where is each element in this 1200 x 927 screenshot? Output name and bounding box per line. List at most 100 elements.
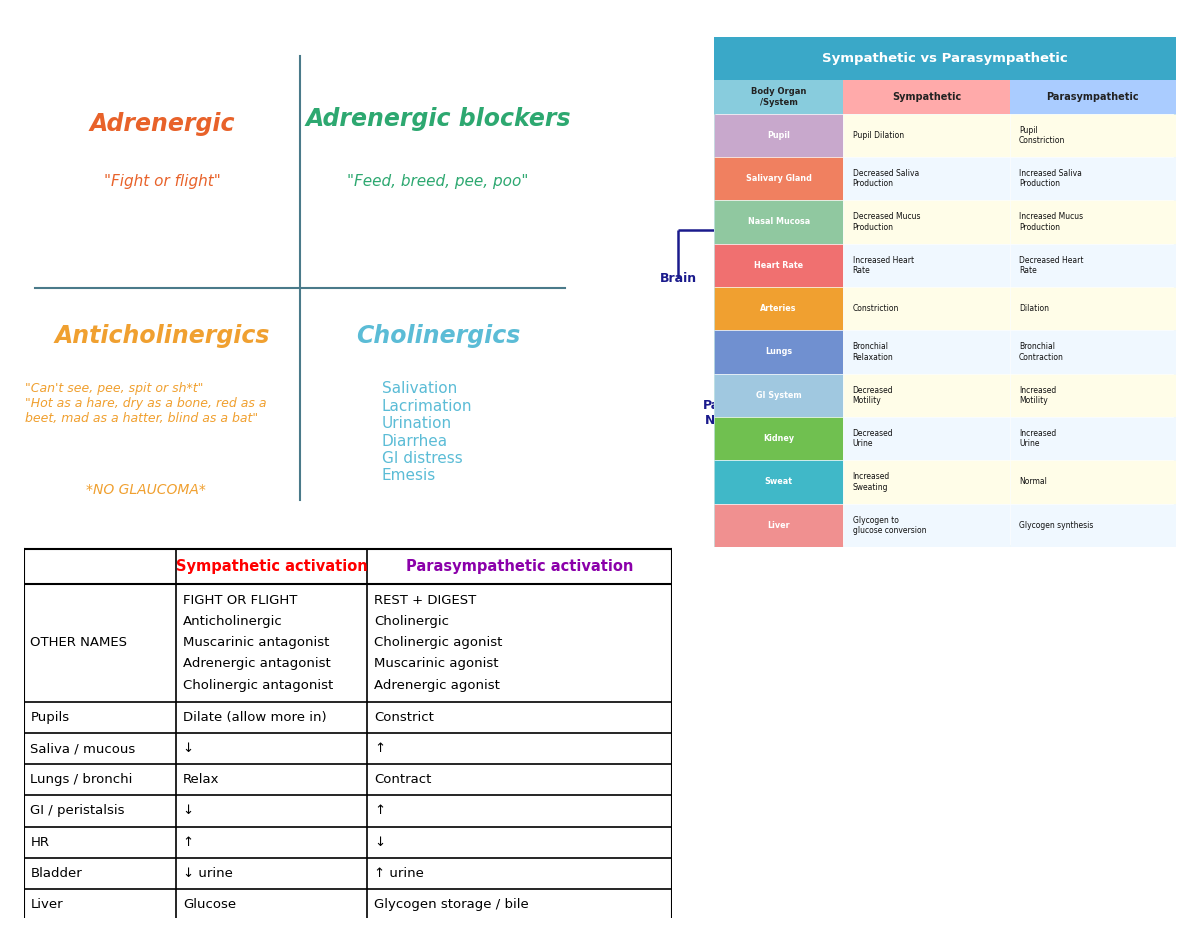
FancyBboxPatch shape: [1009, 114, 1176, 157]
Text: ↓: ↓: [182, 805, 194, 818]
Text: Sweat: Sweat: [764, 477, 793, 487]
Text: Cholinergics: Cholinergics: [356, 324, 520, 348]
FancyBboxPatch shape: [1009, 374, 1176, 417]
Text: Contract: Contract: [374, 773, 431, 786]
FancyBboxPatch shape: [1009, 157, 1176, 200]
Text: ↑: ↑: [374, 743, 385, 756]
Text: Anticholinergics: Anticholinergics: [54, 324, 270, 348]
Text: Bronchial
Contraction: Bronchial Contraction: [1019, 342, 1063, 362]
Text: Adrenergic blockers: Adrenergic blockers: [305, 107, 571, 131]
Text: REST + DIGEST: REST + DIGEST: [374, 593, 476, 606]
FancyBboxPatch shape: [1009, 244, 1176, 287]
Text: Glycogen synthesis: Glycogen synthesis: [1019, 521, 1093, 529]
Text: Cholinergic: Cholinergic: [374, 615, 449, 628]
Text: Dilation: Dilation: [1019, 304, 1049, 313]
Text: Liver: Liver: [30, 898, 64, 911]
Text: Salivation
Lacrimation
Urination
Diarrhea
GI distress
Emesis: Salivation Lacrimation Urination Diarrhe…: [382, 381, 473, 483]
FancyBboxPatch shape: [844, 330, 1009, 374]
FancyBboxPatch shape: [714, 200, 844, 244]
Text: Parasympathetic
Nervous System: Parasympathetic Nervous System: [703, 399, 821, 427]
Text: Nervous
System: Nervous System: [853, 81, 911, 109]
Text: *NO GLAUCOMA*: *NO GLAUCOMA*: [85, 483, 205, 497]
Text: Decreased Mucus
Production: Decreased Mucus Production: [852, 212, 920, 232]
FancyBboxPatch shape: [844, 417, 1009, 461]
Text: ↓: ↓: [374, 835, 385, 848]
FancyBboxPatch shape: [844, 200, 1009, 244]
FancyBboxPatch shape: [714, 287, 844, 330]
Text: Liver: Liver: [767, 521, 790, 529]
FancyBboxPatch shape: [1009, 417, 1176, 461]
Text: ↑ urine: ↑ urine: [374, 867, 424, 880]
Text: Pupil Dilation: Pupil Dilation: [852, 131, 904, 140]
Text: Muscarinic antagonist: Muscarinic antagonist: [182, 636, 329, 649]
FancyBboxPatch shape: [844, 503, 1009, 547]
Text: ↑: ↑: [182, 835, 194, 848]
FancyBboxPatch shape: [714, 330, 844, 374]
FancyBboxPatch shape: [714, 81, 844, 114]
FancyBboxPatch shape: [714, 503, 844, 547]
Text: Glycogen storage / bile: Glycogen storage / bile: [374, 898, 529, 911]
Text: Peripheral
Nervous
System: Peripheral Nervous System: [996, 160, 1068, 203]
Text: Normal: Normal: [1019, 477, 1046, 487]
FancyBboxPatch shape: [1009, 200, 1176, 244]
FancyBboxPatch shape: [1009, 287, 1176, 330]
Text: Bronchial
Relaxation: Bronchial Relaxation: [852, 342, 893, 362]
FancyBboxPatch shape: [844, 374, 1009, 417]
FancyBboxPatch shape: [1009, 461, 1176, 503]
Text: FIGHT OR FLIGHT: FIGHT OR FLIGHT: [182, 593, 298, 606]
FancyBboxPatch shape: [714, 461, 844, 503]
Text: Glucose: Glucose: [182, 898, 236, 911]
Text: HR: HR: [30, 835, 49, 848]
Text: Decreased
Urine: Decreased Urine: [852, 429, 893, 449]
Text: "Can't see, pee, spit or sh*t"
"Hot as a hare, dry as a bone, red as a
beet, mad: "Can't see, pee, spit or sh*t" "Hot as a…: [25, 382, 266, 425]
Text: Increased Saliva
Production: Increased Saliva Production: [1019, 169, 1081, 188]
Text: Parasympathetic: Parasympathetic: [1046, 92, 1139, 102]
FancyBboxPatch shape: [1009, 330, 1176, 374]
Text: Arteries: Arteries: [761, 304, 797, 313]
Text: Decreased Saliva
Production: Decreased Saliva Production: [852, 169, 919, 188]
Text: Decreased
Motility: Decreased Motility: [852, 386, 893, 405]
Text: Sympathetic
Nervous
System: Sympathetic Nervous System: [928, 391, 1016, 435]
FancyBboxPatch shape: [1009, 81, 1176, 114]
Text: OTHER NAMES: OTHER NAMES: [30, 637, 127, 650]
Text: Sympathetic activation: Sympathetic activation: [176, 559, 367, 574]
Text: Body Organ
/System: Body Organ /System: [751, 87, 806, 107]
FancyBboxPatch shape: [714, 374, 844, 417]
Text: Sympathetic: Sympathetic: [892, 92, 961, 102]
Text: Salivary Gland: Salivary Gland: [745, 174, 811, 183]
Text: Heart Rate: Heart Rate: [754, 260, 803, 270]
Text: Adrenergic antagonist: Adrenergic antagonist: [182, 657, 330, 670]
Text: Cholinergic antagonist: Cholinergic antagonist: [182, 679, 334, 692]
FancyBboxPatch shape: [714, 37, 1176, 81]
Text: Increased
Motility: Increased Motility: [1019, 386, 1056, 405]
Text: Somatic
Nervous
System: Somatic Nervous System: [1063, 257, 1121, 299]
Text: Dilate (allow more in): Dilate (allow more in): [182, 711, 326, 724]
Text: Nasal Mucosa: Nasal Mucosa: [748, 218, 810, 226]
Text: ↓: ↓: [182, 743, 194, 756]
FancyBboxPatch shape: [714, 157, 844, 200]
FancyBboxPatch shape: [844, 287, 1009, 330]
Text: Pupil
Constriction: Pupil Constriction: [1019, 125, 1066, 145]
Text: GI / peristalsis: GI / peristalsis: [30, 805, 125, 818]
Text: ↓ urine: ↓ urine: [182, 867, 233, 880]
Text: Increased
Sweating: Increased Sweating: [852, 472, 890, 491]
Text: Increased
Urine: Increased Urine: [1019, 429, 1056, 449]
Text: Autonomic
Nervous
System: Autonomic Nervous System: [875, 257, 949, 299]
Text: Decreased Heart
Rate: Decreased Heart Rate: [1019, 256, 1084, 275]
FancyBboxPatch shape: [1009, 503, 1176, 547]
Text: Lungs: Lungs: [766, 348, 792, 356]
Text: Saliva / mucous: Saliva / mucous: [30, 743, 136, 756]
FancyBboxPatch shape: [844, 244, 1009, 287]
Text: ↑: ↑: [374, 805, 385, 818]
Text: Relax: Relax: [182, 773, 220, 786]
FancyBboxPatch shape: [714, 417, 844, 461]
FancyBboxPatch shape: [844, 157, 1009, 200]
FancyBboxPatch shape: [844, 114, 1009, 157]
Text: GI System: GI System: [756, 391, 802, 400]
Text: "Fight or flight": "Fight or flight": [103, 174, 221, 189]
Text: Anticholinergic: Anticholinergic: [182, 615, 282, 628]
Text: "Feed, breed, pee, poo": "Feed, breed, pee, poo": [347, 174, 529, 189]
Text: Kidney: Kidney: [763, 434, 794, 443]
FancyBboxPatch shape: [714, 37, 1176, 547]
Text: Muscarinic agonist: Muscarinic agonist: [374, 657, 498, 670]
